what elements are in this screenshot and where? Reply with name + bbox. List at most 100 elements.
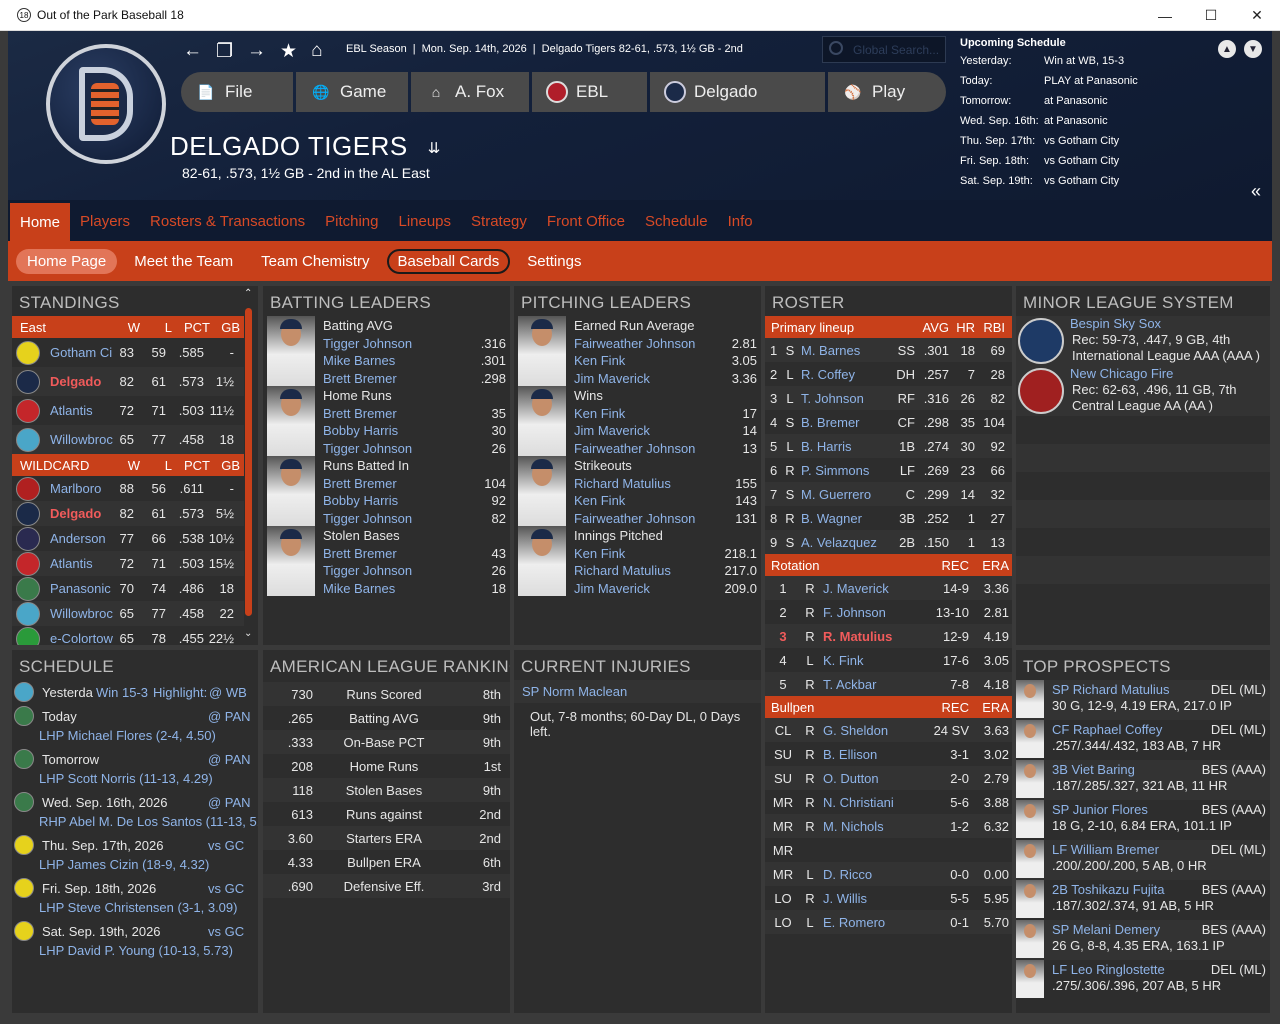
lineup-row[interactable]: 7 S M. Guerrero C .299 14 32 bbox=[765, 482, 1012, 506]
lineup-row[interactable]: 5 L B. Harris 1B .274 30 92 bbox=[765, 434, 1012, 458]
schedule-game-row[interactable]: Yesterda Win 15-3 Highlight: @ WB bbox=[12, 680, 258, 704]
player-link[interactable]: Brett Bremer bbox=[323, 405, 397, 421]
player-link[interactable]: B. Wagner bbox=[801, 510, 862, 526]
scroll-down-icon[interactable]: ⌄ bbox=[244, 628, 253, 639]
team-name[interactable]: Gotham Ci bbox=[50, 345, 113, 360]
opponent-link[interactable]: @ PAN bbox=[208, 751, 251, 767]
upcoming-game[interactable]: at Panasonic bbox=[1044, 95, 1108, 107]
player-photo[interactable] bbox=[518, 386, 566, 456]
subtab-home-page[interactable]: Home Page bbox=[16, 248, 118, 274]
bullpen-row[interactable]: LO L E. Romero 0-1 5.70 bbox=[765, 910, 1012, 934]
rotation-row[interactable]: 4 L K. Fink 17-6 3.05 bbox=[765, 648, 1012, 672]
play-menu-button[interactable]: ⚾ Play bbox=[828, 72, 946, 112]
bullpen-row[interactable]: MR bbox=[765, 838, 1012, 862]
opponent-link[interactable]: vs GC bbox=[208, 837, 245, 853]
subtab-meet-the-team[interactable]: Meet the Team bbox=[134, 252, 234, 270]
minimize-button[interactable]: — bbox=[1158, 7, 1172, 24]
upcoming-game[interactable]: vs Gotham City bbox=[1044, 135, 1120, 147]
team-name[interactable]: e-Colortow bbox=[50, 631, 113, 645]
probable-pitcher-link[interactable]: LHP Scott Norris (11-13, 4.29) bbox=[39, 771, 213, 786]
prospect-name-link[interactable]: SP Richard Matulius bbox=[1052, 682, 1170, 697]
team-dropdown-chevron-icon[interactable]: ⇊ bbox=[427, 140, 441, 158]
player-link[interactable]: Tigger Johnson bbox=[323, 440, 413, 456]
player-link[interactable]: B. Bremer bbox=[801, 414, 860, 430]
prospect-row[interactable]: 2B Toshikazu Fujita BES (AAA) .187/.302/.3… bbox=[1016, 880, 1270, 920]
nav-tab-rosters-transactions[interactable]: Rosters & Transactions bbox=[150, 213, 306, 230]
team-name[interactable]: Willowbroc bbox=[50, 606, 113, 621]
maximize-button[interactable]: ☐ bbox=[1204, 7, 1218, 23]
nav-tab-home[interactable]: Home bbox=[10, 203, 71, 241]
player-link[interactable]: Richard Matulius bbox=[574, 563, 671, 578]
standings-row[interactable]: e-Colortow 65 78 .455 22½ bbox=[12, 626, 244, 645]
standings-row[interactable]: Willowbroc 65 77 .458 18 bbox=[12, 425, 244, 454]
player-link[interactable]: D. Ricco bbox=[823, 866, 873, 882]
ebl-menu-button[interactable]: EBL bbox=[532, 72, 647, 112]
player-link[interactable]: Fairweather Johnson bbox=[574, 335, 696, 351]
player-link[interactable]: M. Guerrero bbox=[801, 486, 872, 502]
prospect-name-link[interactable]: SP Melani Demery bbox=[1052, 922, 1161, 937]
bullpen-row[interactable]: SU R B. Ellison 3-1 3.02 bbox=[765, 742, 1012, 766]
rotation-row[interactable]: 1 R J. Maverick 14-9 3.36 bbox=[765, 576, 1012, 600]
lineup-row[interactable]: 9 S A. Velazquez 2B .150 1 13 bbox=[765, 530, 1012, 554]
player-link[interactable]: Ken Fink bbox=[574, 545, 626, 561]
player-link[interactable]: Jim Maverick bbox=[574, 423, 650, 438]
team-name[interactable]: Anderson bbox=[50, 531, 106, 546]
upcoming-game[interactable]: at Panasonic bbox=[1044, 115, 1108, 127]
injury-item[interactable]: SP Norm Maclean Out, 7-8 months; 60-Day D… bbox=[514, 680, 761, 745]
bullpen-row[interactable]: MR L D. Ricco 0-0 0.00 bbox=[765, 862, 1012, 886]
prospect-name-link[interactable]: CF Raphael Coffey bbox=[1052, 722, 1163, 737]
global-search-input[interactable]: Global Search... bbox=[822, 36, 946, 63]
team-name[interactable]: Atlantis bbox=[50, 556, 93, 571]
lineup-row[interactable]: 6 R P. Simmons LF .269 23 66 bbox=[765, 458, 1012, 482]
player-link[interactable]: Tigger Johnson bbox=[323, 510, 413, 526]
file-menu-button[interactable]: 📄 File bbox=[181, 72, 293, 112]
schedule-game-row[interactable]: Sat. Sep. 19th, 2026 vs GC bbox=[12, 919, 258, 943]
prospect-row[interactable]: 3B Viet Baring BES (AAA) .187/.285/.327, 3… bbox=[1016, 760, 1270, 800]
minor-team-row[interactable]: Bespin Sky Sox Rec: 59-73, .447, 9 GB, 4t… bbox=[1016, 316, 1270, 366]
opponent-link[interactable]: vs GC bbox=[208, 923, 245, 939]
player-link[interactable]: T. Ackbar bbox=[823, 676, 877, 692]
scrollbar[interactable]: ⌃ ⌄ bbox=[244, 288, 254, 642]
nav-tab-strategy[interactable]: Strategy bbox=[471, 213, 527, 230]
team-name[interactable]: Delgado bbox=[50, 506, 102, 521]
lineup-row[interactable]: 4 S B. Bremer CF .298 35 104 bbox=[765, 410, 1012, 434]
standings-row[interactable]: Gotham Ci 83 59 .585 - bbox=[12, 338, 244, 367]
player-link[interactable]: B. Ellison bbox=[823, 746, 878, 762]
lineup-row[interactable]: 1 S M. Barnes SS .301 18 69 bbox=[765, 338, 1012, 362]
rotation-row[interactable]: 5 R T. Ackbar 7-8 4.18 bbox=[765, 672, 1012, 696]
prospect-row[interactable]: SP Melani Demery BES (AAA) 26 G, 8-8, 4.35… bbox=[1016, 920, 1270, 960]
prospect-name-link[interactable]: 3B Viet Baring bbox=[1052, 762, 1135, 777]
player-photo[interactable] bbox=[267, 386, 315, 456]
player-link[interactable]: G. Sheldon bbox=[823, 722, 889, 738]
player-link[interactable]: P. Simmons bbox=[801, 462, 870, 478]
player-link[interactable]: B. Harris bbox=[801, 438, 852, 454]
player-link[interactable]: Tigger Johnson bbox=[323, 563, 413, 578]
player-link[interactable]: J. Maverick bbox=[823, 580, 889, 596]
player-link[interactable]: Richard Matulius bbox=[574, 475, 671, 491]
upcoming-game[interactable]: Win at WB, 15-3 bbox=[1044, 55, 1125, 67]
rotation-row[interactable]: 3 R R. Matulius 12-9 4.19 bbox=[765, 624, 1012, 648]
player-link[interactable]: Mike Barnes bbox=[323, 353, 396, 368]
chevron-up-icon[interactable]: ▲ bbox=[1218, 40, 1236, 58]
team-name[interactable]: Delgado bbox=[50, 374, 102, 389]
prospect-name-link[interactable]: SP Junior Flores bbox=[1052, 802, 1148, 817]
player-link[interactable]: O. Dutton bbox=[823, 770, 879, 786]
highlights-link[interactable]: Highlight: bbox=[153, 684, 208, 700]
subtab-baseball-cards[interactable]: Baseball Cards bbox=[386, 248, 511, 274]
upcoming-game[interactable]: vs Gotham City bbox=[1044, 175, 1120, 187]
standings-row[interactable]: Anderson 77 66 .538 10½ bbox=[12, 526, 244, 551]
upcoming-game[interactable]: PLAY at Panasonic bbox=[1044, 75, 1138, 87]
bullpen-row[interactable]: MR R M. Nichols 1-2 6.32 bbox=[765, 814, 1012, 838]
probable-pitcher-link[interactable]: LHP David P. Young (10-13, 5.73) bbox=[39, 943, 233, 958]
team-name[interactable]: Marlboro bbox=[50, 481, 102, 496]
team-logo[interactable] bbox=[46, 44, 166, 164]
schedule-game-row[interactable]: Wed. Sep. 16th, 2026 @ PAN bbox=[12, 790, 258, 814]
player-link[interactable]: Brett Bremer bbox=[323, 475, 397, 491]
prospect-row[interactable]: SP Richard Matulius DEL (ML) 30 G, 12-9, 4… bbox=[1016, 680, 1270, 720]
probable-pitcher-link[interactable]: RHP Abel M. De Los Santos (11-13, 5.16 bbox=[39, 814, 258, 829]
player-link[interactable]: J. Willis bbox=[823, 890, 868, 906]
minor-team-link[interactable]: Bespin Sky Sox bbox=[1070, 316, 1162, 331]
rotation-row[interactable]: 2 R F. Johnson 13-10 2.81 bbox=[765, 600, 1012, 624]
subtab-settings[interactable]: Settings bbox=[527, 252, 582, 270]
prospect-name-link[interactable]: LF William Bremer bbox=[1052, 842, 1159, 857]
